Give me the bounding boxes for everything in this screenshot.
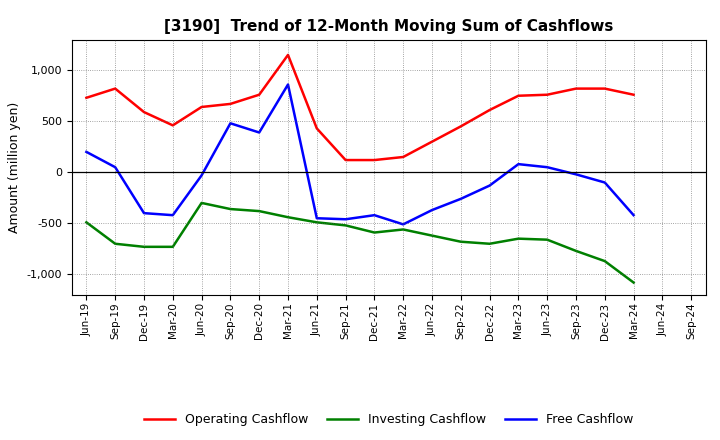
Free Cashflow xyxy=(370,213,379,218)
Free Cashflow xyxy=(255,130,264,135)
Investing Cashflow xyxy=(226,206,235,212)
Operating Cashflow xyxy=(82,95,91,100)
Operating Cashflow xyxy=(168,123,177,128)
Free Cashflow xyxy=(226,121,235,126)
Operating Cashflow xyxy=(197,104,206,110)
Operating Cashflow xyxy=(514,93,523,99)
Operating Cashflow xyxy=(140,110,148,115)
Free Cashflow xyxy=(399,222,408,227)
Legend: Operating Cashflow, Investing Cashflow, Free Cashflow: Operating Cashflow, Investing Cashflow, … xyxy=(139,408,639,431)
Investing Cashflow xyxy=(600,258,609,264)
Operating Cashflow xyxy=(370,158,379,163)
Investing Cashflow xyxy=(168,244,177,249)
Line: Free Cashflow: Free Cashflow xyxy=(86,84,634,224)
Investing Cashflow xyxy=(284,215,292,220)
Free Cashflow xyxy=(284,82,292,87)
Free Cashflow xyxy=(572,172,580,177)
Free Cashflow xyxy=(456,196,465,202)
Operating Cashflow xyxy=(226,101,235,106)
Investing Cashflow xyxy=(312,220,321,225)
Investing Cashflow xyxy=(399,227,408,232)
Investing Cashflow xyxy=(370,230,379,235)
Free Cashflow xyxy=(341,216,350,222)
Operating Cashflow xyxy=(428,139,436,144)
Operating Cashflow xyxy=(543,92,552,97)
Investing Cashflow xyxy=(197,200,206,205)
Free Cashflow xyxy=(197,173,206,178)
Investing Cashflow xyxy=(629,280,638,285)
Line: Investing Cashflow: Investing Cashflow xyxy=(86,203,634,282)
Operating Cashflow xyxy=(255,92,264,97)
Investing Cashflow xyxy=(111,241,120,246)
Operating Cashflow xyxy=(312,126,321,131)
Investing Cashflow xyxy=(456,239,465,244)
Operating Cashflow xyxy=(111,86,120,91)
Operating Cashflow xyxy=(600,86,609,91)
Free Cashflow xyxy=(428,207,436,213)
Operating Cashflow xyxy=(284,52,292,58)
Free Cashflow xyxy=(485,183,494,188)
Operating Cashflow xyxy=(629,92,638,97)
Free Cashflow xyxy=(629,213,638,218)
Free Cashflow xyxy=(600,180,609,185)
Y-axis label: Amount (million yen): Amount (million yen) xyxy=(8,102,21,233)
Free Cashflow xyxy=(543,165,552,170)
Title: [3190]  Trend of 12-Month Moving Sum of Cashflows: [3190] Trend of 12-Month Moving Sum of C… xyxy=(164,19,613,34)
Operating Cashflow xyxy=(572,86,580,91)
Line: Operating Cashflow: Operating Cashflow xyxy=(86,55,634,160)
Operating Cashflow xyxy=(456,124,465,129)
Investing Cashflow xyxy=(485,241,494,246)
Investing Cashflow xyxy=(82,220,91,225)
Free Cashflow xyxy=(82,149,91,154)
Operating Cashflow xyxy=(399,154,408,160)
Investing Cashflow xyxy=(255,209,264,214)
Operating Cashflow xyxy=(485,107,494,113)
Free Cashflow xyxy=(140,210,148,216)
Investing Cashflow xyxy=(428,233,436,238)
Investing Cashflow xyxy=(572,248,580,253)
Free Cashflow xyxy=(312,216,321,221)
Investing Cashflow xyxy=(341,223,350,228)
Investing Cashflow xyxy=(543,237,552,242)
Free Cashflow xyxy=(111,165,120,170)
Investing Cashflow xyxy=(514,236,523,241)
Investing Cashflow xyxy=(140,244,148,249)
Free Cashflow xyxy=(514,161,523,167)
Free Cashflow xyxy=(168,213,177,218)
Operating Cashflow xyxy=(341,158,350,163)
